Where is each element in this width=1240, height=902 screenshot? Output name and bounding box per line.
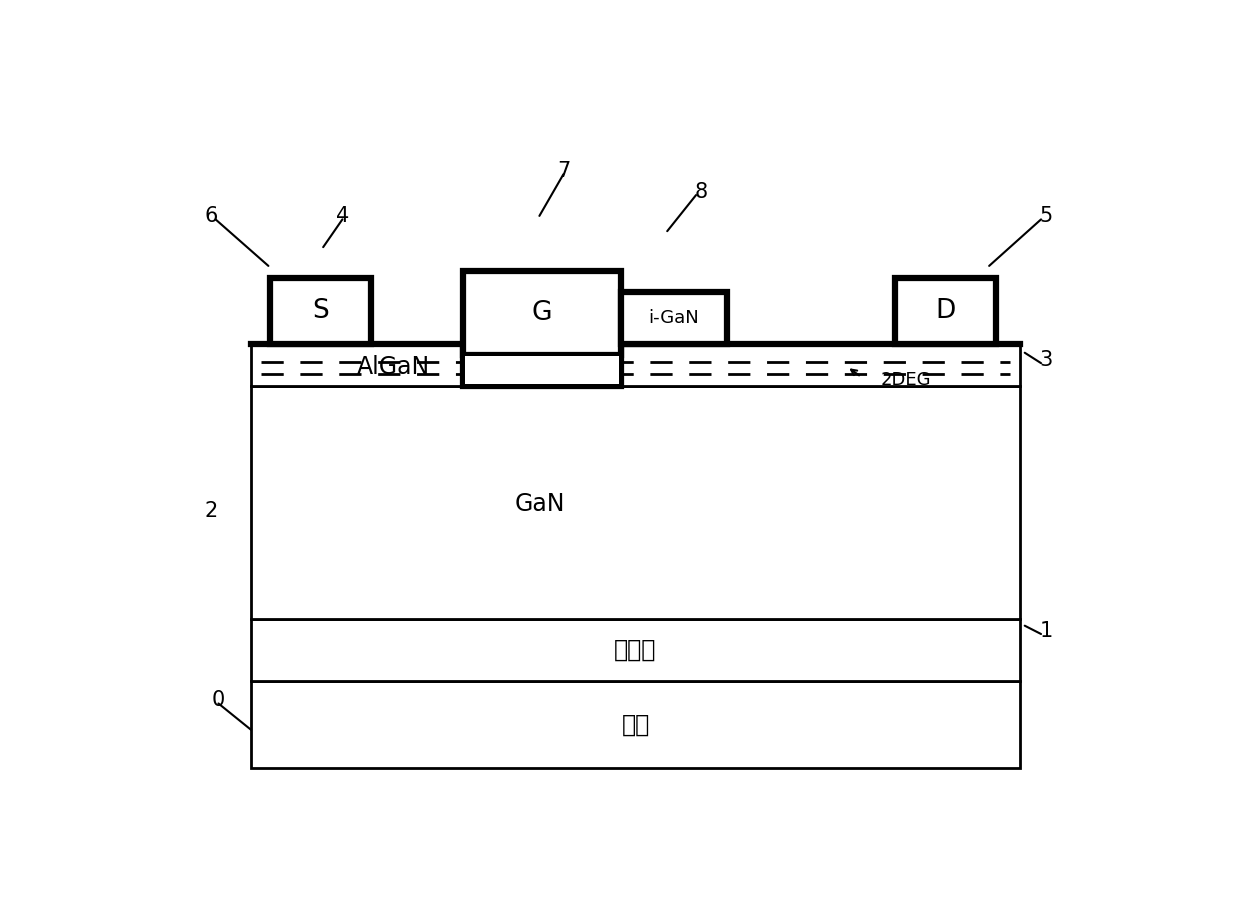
Text: 3: 3 bbox=[1039, 350, 1053, 370]
Bar bbox=[465, 356, 619, 384]
Text: 1: 1 bbox=[1039, 621, 1053, 640]
Text: 成核层: 成核层 bbox=[614, 638, 657, 662]
Text: GaN: GaN bbox=[515, 492, 564, 516]
Bar bbox=[250, 619, 1021, 681]
Bar bbox=[895, 279, 996, 345]
Text: D: D bbox=[935, 299, 956, 325]
Bar bbox=[250, 681, 1021, 769]
Text: 4: 4 bbox=[336, 206, 348, 226]
Bar bbox=[270, 279, 371, 345]
Text: 2: 2 bbox=[205, 502, 217, 521]
Bar bbox=[463, 272, 621, 354]
Text: 0: 0 bbox=[212, 690, 224, 710]
Text: i-GaN: i-GaN bbox=[649, 309, 699, 327]
Bar bbox=[463, 345, 621, 386]
Text: 7: 7 bbox=[557, 161, 570, 180]
Text: 2DEG: 2DEG bbox=[880, 372, 931, 390]
Text: 5: 5 bbox=[1039, 206, 1053, 226]
Text: G: G bbox=[532, 300, 552, 327]
Text: 衩底: 衩底 bbox=[621, 713, 650, 736]
Text: 6: 6 bbox=[205, 206, 217, 226]
Text: 8: 8 bbox=[694, 181, 707, 201]
Bar bbox=[250, 345, 1021, 386]
Text: AlGaN: AlGaN bbox=[357, 354, 430, 379]
Bar bbox=[621, 292, 727, 345]
Text: S: S bbox=[312, 299, 329, 325]
Bar bbox=[250, 386, 1021, 619]
